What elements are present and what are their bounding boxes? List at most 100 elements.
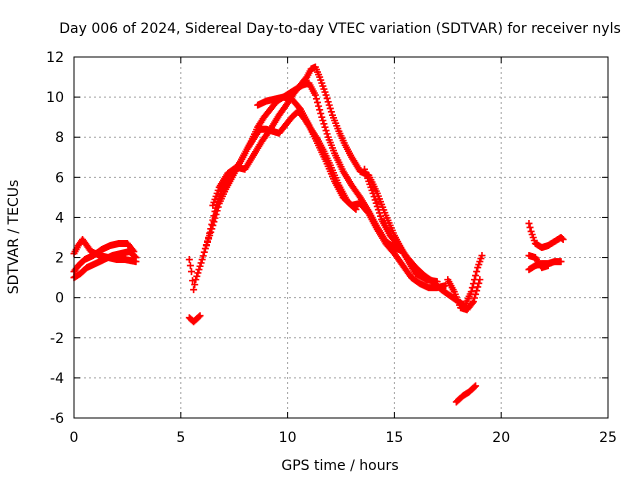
series-early-mid <box>70 240 138 276</box>
data-point <box>199 252 207 260</box>
data-point <box>478 252 486 260</box>
data-point <box>374 206 382 214</box>
series-late-c <box>525 252 552 272</box>
data-point <box>471 383 478 391</box>
data-point <box>185 256 193 264</box>
data-point <box>373 202 381 210</box>
data-point <box>212 210 220 218</box>
data-point <box>211 214 219 222</box>
x-tick-label: 25 <box>599 430 617 446</box>
data-point <box>323 94 331 102</box>
data-point <box>476 276 484 284</box>
data-point <box>311 91 319 99</box>
data-point <box>204 238 211 246</box>
data-point <box>325 101 333 109</box>
series-morning-dip <box>185 312 204 326</box>
x-tick-label: 5 <box>176 430 185 446</box>
data-point <box>473 268 481 276</box>
y-tick-label: 12 <box>46 50 64 66</box>
data-point <box>369 189 377 197</box>
data-point <box>207 228 215 236</box>
data-point <box>371 196 379 204</box>
y-axis-label: SDTVAR / TECUs <box>6 180 22 295</box>
y-tick-label: 2 <box>55 251 64 267</box>
data-point <box>544 262 552 270</box>
data-point <box>526 223 534 231</box>
x-tick-label: 0 <box>70 430 79 446</box>
series-evening-low <box>452 382 480 406</box>
data-point <box>473 287 481 295</box>
data-point <box>191 281 199 289</box>
data-point <box>372 199 380 207</box>
data-point <box>326 104 334 112</box>
data-point <box>525 219 533 227</box>
data-point <box>196 262 204 270</box>
y-tick-label: 0 <box>55 291 64 307</box>
data-point <box>210 218 218 226</box>
series-morning-c <box>209 63 441 286</box>
data-point <box>186 262 194 270</box>
x-tick-label: 10 <box>279 430 297 446</box>
y-tick-label: -2 <box>50 331 64 347</box>
data-point <box>205 235 213 243</box>
series-afternoon-e <box>360 165 486 310</box>
data-point <box>319 117 327 125</box>
data-point <box>214 203 222 211</box>
chart-title: Day 006 of 2024, Sidereal Day-to-day VTE… <box>59 21 621 37</box>
data-point <box>315 102 323 110</box>
data-point <box>375 209 383 217</box>
series-late-a <box>525 219 567 252</box>
data-point <box>190 286 198 294</box>
plot-frame <box>73 56 609 419</box>
data-points <box>70 63 567 406</box>
data-point <box>472 272 480 280</box>
data-point <box>318 113 326 121</box>
data-point <box>558 235 566 243</box>
y-tick-label: 6 <box>55 170 64 186</box>
data-point <box>559 236 567 244</box>
data-point <box>195 313 203 321</box>
data-point <box>467 288 475 296</box>
grid <box>74 57 608 418</box>
data-point <box>206 231 214 239</box>
data-point <box>129 246 137 254</box>
data-point <box>320 120 328 128</box>
data-point <box>132 258 140 266</box>
y-tick-label: -6 <box>50 411 64 427</box>
x-axis-label: GPS time / hours <box>281 458 398 474</box>
y-tick-label: 8 <box>55 130 64 146</box>
data-point <box>471 294 478 302</box>
data-point <box>469 298 477 306</box>
series-morning-a <box>185 107 360 294</box>
data-point <box>327 108 335 116</box>
data-point <box>322 91 330 99</box>
data-point <box>557 258 565 266</box>
y-tick-label: 10 <box>46 90 64 106</box>
data-point <box>468 299 476 307</box>
data-point <box>316 106 324 114</box>
data-point <box>475 279 483 287</box>
data-point <box>198 256 206 264</box>
data-point <box>189 277 197 285</box>
data-point <box>370 193 378 201</box>
y-tick-label: -4 <box>50 371 64 387</box>
data-point <box>196 312 204 320</box>
x-tick-label: 15 <box>385 430 403 446</box>
data-point <box>314 98 322 106</box>
data-point <box>377 212 385 220</box>
data-point <box>322 127 330 135</box>
y-tick-label: 4 <box>55 210 64 226</box>
data-point <box>192 276 200 284</box>
data-point <box>197 259 205 267</box>
series-early-hump <box>70 236 140 266</box>
data-point <box>194 269 202 277</box>
data-point <box>312 95 320 103</box>
data-point <box>208 225 216 233</box>
data-point <box>472 290 480 298</box>
data-point <box>472 382 480 390</box>
data-point <box>317 109 325 117</box>
data-point <box>202 242 210 250</box>
axis-ticks: 0 5 10 15 20 25 -6 -4 -2 0 2 4 6 8 10 12 <box>46 50 617 446</box>
